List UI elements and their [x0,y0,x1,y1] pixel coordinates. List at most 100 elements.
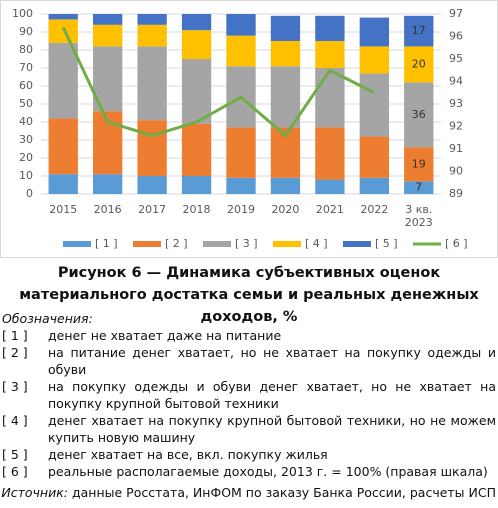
y-tick-label: 90 [19,25,33,38]
bar-segment [181,30,212,59]
y2-tick-label: 89 [449,187,463,200]
legend-label: [ 6 ] [445,237,468,250]
y2-tick-label: 94 [449,75,463,88]
note-code: [ 6 ] [2,464,28,479]
note-item: [ 1 ] денег не хватает даже на питание [2,327,496,344]
note-item: [ 3 ] на покупку одежды и обуви денег хва… [2,378,496,412]
note-code: [ 3 ] [2,379,28,394]
bar-segment [48,19,78,43]
note-code: [ 2 ] [2,345,28,360]
bar-segment [181,59,212,124]
note-text: денег хватает на покупку крупной бытовой… [48,413,496,445]
y2-tick-label: 97 [449,7,463,20]
bar-segment [315,41,345,68]
bar-segment [404,181,434,194]
x-tick-label: 2017 [138,203,167,216]
bar-segment [93,14,123,25]
bar-segment [270,177,301,194]
x-tick-label: 2022 [360,203,389,216]
x-tick-label: 2016 [93,203,122,216]
bar-segment [226,127,256,178]
note-text: денег не хватает даже на питание [48,328,282,343]
bar-segment [48,42,78,119]
note-text: на покупку одежды и обуви денег хватает,… [48,379,496,411]
y-tick-label: 100 [12,7,33,20]
note-item: [ 6 ] реальные располагаемые доходы, 2013… [2,463,496,480]
legend-label: [ 4 ] [305,237,328,250]
note-text: реальные располагаемые доходы, 2013 г. =… [48,464,488,479]
notes-heading: Обозначения: [2,311,93,326]
bar-segment [137,176,167,194]
x-tick-label: 2019 [227,203,255,216]
note-item: [ 2 ] на питание денег хватает, но не хва… [2,344,496,378]
bar-segment [226,35,256,67]
bar-segment [404,147,434,182]
legend-label: [ 5 ] [375,237,398,250]
bar-segment [48,14,78,20]
bar-segment [404,46,434,83]
y2-tick-label: 95 [449,52,463,65]
note-code: [ 5 ] [2,447,28,462]
note-text: на питание денег хватает, но не хватает … [48,345,496,377]
y-tick-label: 0 [26,187,33,200]
source-label: Источник: [1,485,68,500]
line-series [61,26,376,138]
legend-label: [ 3 ] [235,237,258,250]
bar-segment [315,127,345,180]
data-label: 19 [412,157,426,170]
y2-tick-label: 90 [449,165,463,178]
note-item: [ 4 ] денег хватает на покупку крупной бы… [2,412,496,446]
bar-segment [181,176,212,194]
chart: 0 10 20 30 40 50 60 70 80 90 100 89 90 91 92 93 94 95 96 97… [12,7,468,250]
x-tick-label: 2021 [315,203,344,216]
legend-swatch [343,241,371,247]
data-label: 7 [415,181,422,194]
bar-segment [181,14,212,31]
legend-label: [ 1 ] [95,237,118,250]
x-tick-label: 2020 [271,203,300,216]
bar-segment [93,24,123,47]
x-tick-label: 2015 [49,203,78,216]
bar-segment [315,15,345,42]
bar-segment [137,120,167,176]
bar-segment [93,174,123,194]
bar-segment [359,177,389,194]
legend-swatch [203,241,231,247]
bar-segment [359,136,389,178]
notes: Обозначения: [ 1 ] денег не хватает даже … [2,310,496,480]
x-tick-label: 2018 [182,203,211,216]
legend-swatch [63,241,91,247]
bar-segment [315,179,345,194]
bar-segment [315,68,345,128]
source-text: данные Росстата, ИнФОМ по заказу Банка Р… [71,485,496,500]
y-tick-label: 60 [19,79,33,92]
figure-caption: Рисунок 6 — Динамика субъективных оценок… [19,265,479,325]
bar-segment [359,17,389,47]
legend-label: [ 2 ] [165,237,188,250]
y2-tick-label: 92 [449,120,463,133]
bar-segment [270,66,301,128]
legend-swatch [133,241,161,247]
bar-segment [137,14,167,25]
source: Источник: данные Росстата, ИнФОМ по зака… [0,485,496,500]
legend-swatch [273,241,301,247]
bar-segment [48,118,78,175]
data-label: 36 [412,108,426,121]
y-tick-label: 50 [19,97,33,110]
bar-segment [404,15,434,47]
bar-segment [270,15,301,42]
note-code: [ 4 ] [2,413,28,428]
bar-segment [404,82,434,148]
y-tick-label: 40 [19,115,33,128]
bar-segment [226,14,256,36]
y-tick-label: 10 [19,169,33,182]
y-tick-label: 80 [19,43,33,56]
data-label: 17 [412,24,426,37]
y2-tick-label: 96 [449,30,463,43]
x-tick-label: 3 кв. 2023 [404,203,433,229]
bar-segment [137,46,167,121]
bar-segment [181,123,212,176]
note-text: денег хватает на все, вкл. покупку жилья [48,447,328,462]
chart-area: 0 10 20 30 40 50 60 70 80 90 100 89 90 91 92 93 94 95 96 97… [0,0,498,258]
